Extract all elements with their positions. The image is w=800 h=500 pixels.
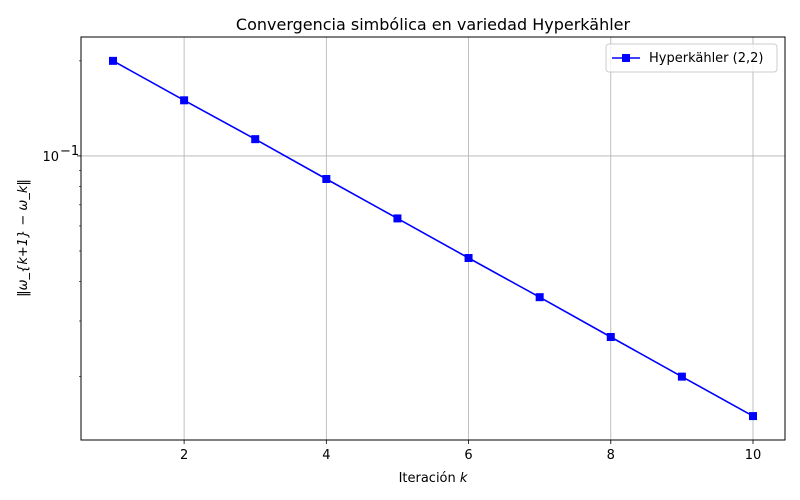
x-axis-label: Iteración k xyxy=(399,471,468,486)
y-tick-label: 10 xyxy=(42,150,59,165)
grid xyxy=(81,37,785,440)
series-layer xyxy=(109,56,757,421)
legend: Hyperkähler (2,2) xyxy=(605,43,778,73)
data-point-marker xyxy=(393,214,402,223)
x-tick-label: 4 xyxy=(322,448,330,463)
x-axis-label-variable: k xyxy=(460,471,468,486)
data-point-marker xyxy=(251,135,260,144)
data-point-marker xyxy=(180,96,189,105)
data-point-marker xyxy=(535,293,544,302)
legend-box xyxy=(605,43,778,73)
data-point-marker xyxy=(606,333,615,342)
data-point-marker xyxy=(464,254,473,263)
x-axis-ticks: 2 4 6 8 10 xyxy=(180,440,761,463)
y-tick-label-exponent: −1 xyxy=(60,144,79,159)
data-point-marker xyxy=(109,56,117,65)
data-point-marker xyxy=(749,412,757,421)
y-axis-ticks: 10 −1 xyxy=(42,60,81,377)
x-tick-label: 2 xyxy=(180,448,188,463)
x-tick-label: 6 xyxy=(464,448,472,463)
x-tick-label: 10 xyxy=(745,448,762,463)
legend-marker-sample xyxy=(622,54,630,62)
series-line xyxy=(112,60,754,417)
legend-label: Hyperkähler (2,2) xyxy=(649,51,763,66)
data-point-marker xyxy=(677,372,686,381)
y-axis-label-text: ‖ω_{k+1} − ω_k‖ xyxy=(16,179,31,297)
x-axis-label-prefix: Iteración xyxy=(399,471,460,486)
data-point-marker xyxy=(322,175,331,184)
plot-frame xyxy=(80,36,786,441)
x-tick-label: 8 xyxy=(607,448,615,463)
chart-title: Convergencia simbólica en variedad Hyper… xyxy=(236,15,631,34)
y-axis-label: ‖ω_{k+1} − ω_k‖ xyxy=(16,179,31,297)
